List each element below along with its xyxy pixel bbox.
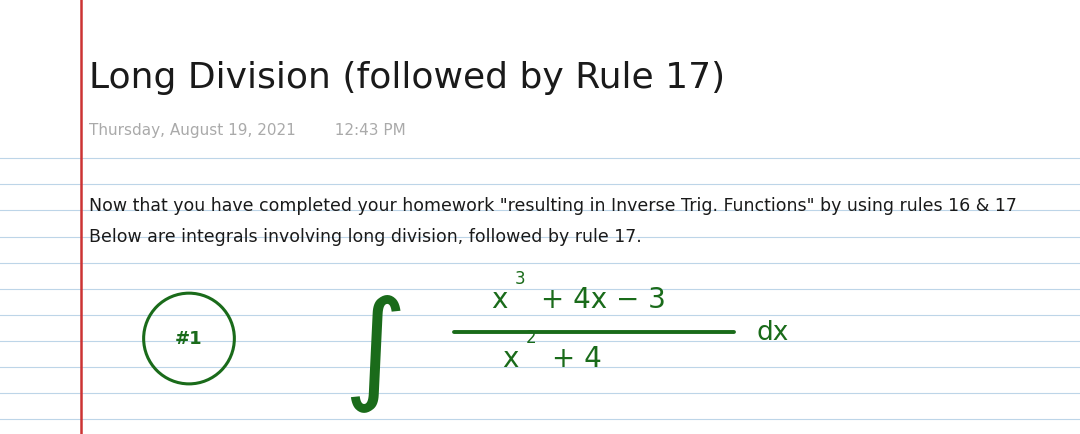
Text: Long Division (followed by Rule 17): Long Division (followed by Rule 17) bbox=[89, 61, 725, 95]
Text: x: x bbox=[502, 345, 518, 373]
Text: dx: dx bbox=[756, 320, 788, 346]
Text: Now that you have completed your homework "resulting in Inverse Trig. Functions": Now that you have completed your homewor… bbox=[89, 197, 1016, 215]
Text: #1: #1 bbox=[175, 329, 203, 348]
Text: Below are integrals involving long division, followed by rule 17.: Below are integrals involving long divis… bbox=[89, 227, 642, 246]
Text: $\int$: $\int$ bbox=[343, 293, 402, 414]
Text: 3: 3 bbox=[515, 270, 526, 288]
Text: 2: 2 bbox=[526, 329, 537, 347]
Text: + 4x − 3: + 4x − 3 bbox=[532, 286, 666, 314]
Text: + 4: + 4 bbox=[543, 345, 602, 373]
Text: Thursday, August 19, 2021        12:43 PM: Thursday, August 19, 2021 12:43 PM bbox=[89, 123, 405, 138]
Text: x: x bbox=[491, 286, 508, 314]
